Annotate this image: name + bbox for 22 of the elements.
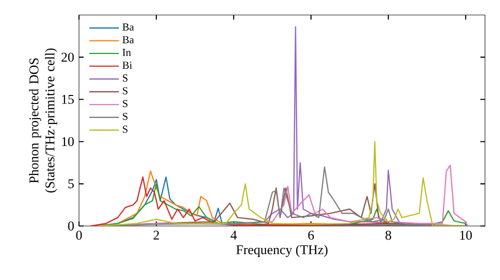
y-tick-label: 0: [68, 222, 74, 230]
legend-label: Ba: [122, 23, 134, 31]
x-tick-label: 0: [76, 230, 82, 240]
x-tick-label: 10: [460, 230, 472, 240]
x-tick-label: 8: [386, 230, 392, 240]
y-tick-label: 15: [62, 94, 74, 104]
legend-label: In: [122, 48, 131, 56]
legend-label: S: [122, 126, 128, 133]
y-tick-label: 10: [62, 137, 74, 146]
x-axis-title: Frequency (THz): [236, 244, 328, 257]
legend-label: S: [122, 74, 128, 82]
legend-label: Ba: [122, 36, 134, 44]
y-tick-label: 20: [62, 52, 74, 62]
legend-label: S: [122, 87, 128, 94]
x-tick-label: 2: [154, 230, 159, 240]
x-tick-label: 4: [230, 230, 237, 240]
legend-label: Bi: [122, 62, 132, 69]
y-axis-title: Phonon projected DOS (States/THz·primitive cell): [29, 48, 58, 192]
y-tick-label: 5: [68, 179, 74, 188]
x-tick-label: 6: [308, 230, 314, 240]
legend-label: S: [122, 100, 128, 108]
legend-label: S: [122, 112, 128, 120]
